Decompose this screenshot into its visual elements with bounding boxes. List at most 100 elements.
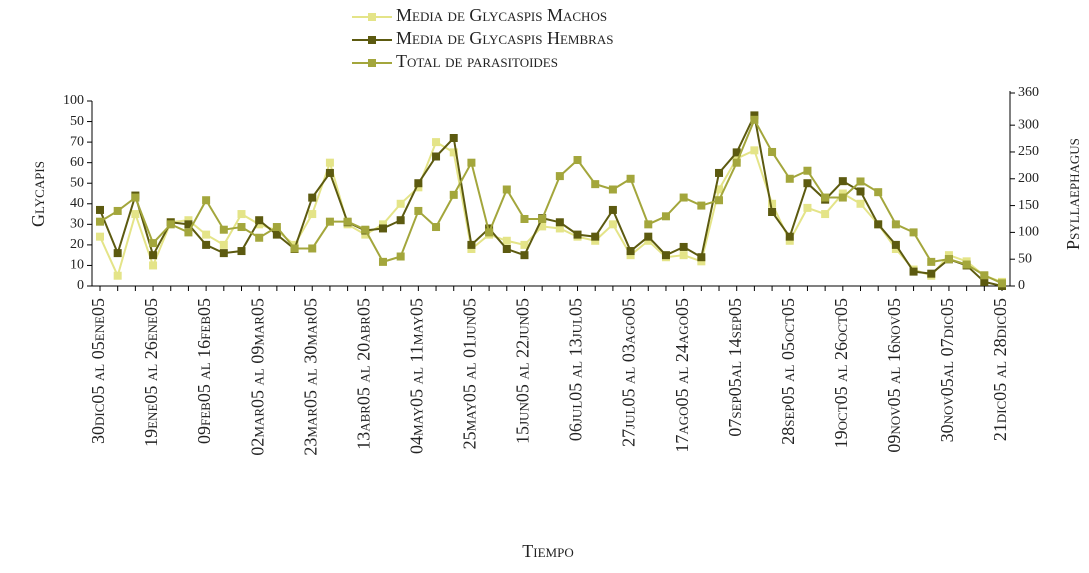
- point: [856, 187, 865, 196]
- point: [679, 242, 688, 251]
- point: [219, 225, 228, 234]
- x-tick-label: 19ene05 al 26ene05: [141, 298, 161, 447]
- point: [308, 244, 317, 253]
- point: [750, 146, 759, 155]
- point: [998, 279, 1006, 288]
- point: [555, 224, 564, 233]
- point: [980, 271, 989, 280]
- point: [237, 247, 246, 256]
- point: [803, 179, 812, 188]
- point: [768, 199, 777, 208]
- point: [697, 257, 706, 266]
- point: [732, 148, 741, 157]
- legend-marker: [368, 36, 376, 44]
- y-tick-label: 60: [70, 155, 84, 170]
- point: [184, 216, 193, 225]
- point: [414, 206, 423, 215]
- point: [697, 253, 706, 262]
- point: [467, 158, 476, 167]
- point: [626, 251, 635, 260]
- point: [538, 222, 547, 231]
- point: [750, 111, 759, 120]
- point: [520, 251, 529, 260]
- point: [838, 189, 847, 198]
- y-tick-label: 30: [70, 217, 84, 232]
- point: [591, 180, 600, 189]
- series-line: [99, 112, 1003, 287]
- y2-axis-title: Psyllaephagus: [1063, 138, 1083, 250]
- point: [202, 196, 211, 205]
- point: [149, 261, 158, 270]
- point: [96, 232, 104, 241]
- point: [202, 240, 211, 249]
- point: [591, 232, 600, 241]
- point: [785, 174, 794, 183]
- point: [325, 168, 334, 177]
- legend-marker: [368, 13, 376, 21]
- x-tick-label: 28sep05 al 05oct05: [778, 298, 798, 445]
- x-tick-label: 17ago05 al 24ago05: [672, 298, 692, 453]
- x-tick-label: 27jul05 al 03ago05: [619, 298, 639, 447]
- point: [608, 220, 617, 229]
- point: [113, 271, 122, 280]
- point: [219, 249, 228, 258]
- point: [520, 240, 529, 249]
- point: [308, 193, 317, 202]
- point: [785, 232, 794, 241]
- point: [502, 245, 511, 253]
- point: [149, 251, 158, 260]
- x-tick-label: 21dic05 al 28dic05: [990, 298, 1010, 441]
- x-tick-label: 06jul05 al 13jul05: [566, 298, 586, 441]
- series-line: [99, 117, 1003, 285]
- x-tick-label: 04may05 al 11may05: [406, 298, 426, 454]
- x-tick-label: 23mar05 al 30mar05: [300, 298, 320, 456]
- point: [255, 233, 264, 242]
- point: [237, 210, 246, 219]
- point: [874, 188, 883, 197]
- point: [396, 252, 405, 261]
- point: [838, 193, 847, 202]
- series-line: [99, 140, 1003, 283]
- x-tick-label: 30nov05al 07dic05: [937, 298, 957, 442]
- point: [272, 223, 281, 232]
- point: [255, 220, 264, 229]
- point: [467, 240, 476, 249]
- point: [891, 220, 900, 229]
- x-tick-label: 07sep05al 14sep05: [725, 298, 745, 437]
- point: [555, 172, 564, 181]
- point: [927, 257, 936, 266]
- y2-tick-label: 50: [1018, 251, 1032, 266]
- point: [732, 154, 741, 163]
- point: [414, 179, 423, 188]
- point: [378, 257, 387, 266]
- y-tick-label: 20: [70, 237, 84, 252]
- point: [414, 183, 423, 192]
- point: [626, 174, 635, 183]
- point: [184, 228, 193, 237]
- point: [715, 168, 724, 177]
- point: [202, 230, 211, 239]
- legend-label: Media de Glycaspis Machos: [396, 5, 607, 25]
- point: [573, 156, 582, 165]
- point: [644, 232, 653, 241]
- point: [378, 224, 387, 233]
- point: [113, 206, 122, 215]
- point: [449, 134, 458, 142]
- point: [290, 244, 299, 253]
- point: [785, 236, 794, 245]
- point: [980, 277, 989, 286]
- point: [325, 158, 334, 167]
- point: [343, 217, 352, 226]
- x-tick-label: 09feb05 al 16feb05: [194, 298, 214, 444]
- point: [909, 267, 918, 276]
- point: [432, 152, 441, 161]
- point: [679, 193, 688, 202]
- point: [361, 225, 370, 234]
- point: [432, 138, 441, 147]
- point: [449, 148, 458, 157]
- point: [361, 230, 370, 239]
- point: [502, 185, 511, 194]
- y2-tick-label: 100: [1018, 225, 1039, 240]
- point: [661, 251, 670, 260]
